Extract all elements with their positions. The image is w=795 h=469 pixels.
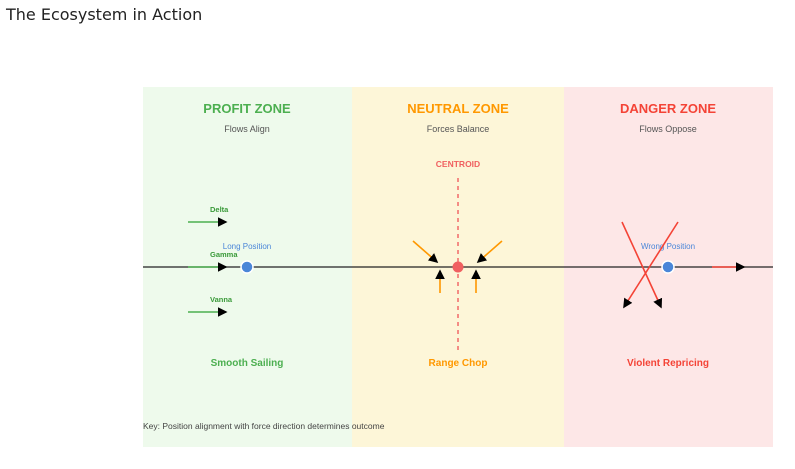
long-position-dot [240, 260, 254, 274]
danger-force-down-left [623, 221, 679, 309]
centroid-dot [452, 261, 464, 273]
centroid-label: CENTROID [436, 159, 480, 169]
profit-zone-subtitle: Flows Align [224, 124, 270, 134]
neutral-zone-subtitle: Forces Balance [427, 124, 490, 134]
key-text: Key: Position alignment with force direc… [143, 421, 385, 431]
profit-zone-title: PROFIT ZONE [203, 101, 291, 116]
neutral-force-upper-right [476, 240, 503, 264]
gamma-label: Gamma [210, 250, 238, 259]
vanna-label: Vanna [210, 295, 233, 304]
neutral-zone-title: NEUTRAL ZONE [407, 101, 509, 116]
delta-label: Delta [210, 205, 229, 214]
wrong-position-dot [661, 260, 675, 274]
danger-zone-subtitle: Flows Oppose [639, 124, 697, 134]
danger-outcome-label: Violent Repricing [627, 358, 709, 369]
long-position-label: Long Position [223, 242, 271, 251]
danger-zone-title: DANGER ZONE [620, 101, 716, 116]
danger-force-down-right [621, 221, 663, 309]
page-title: The Ecosystem in Action [6, 5, 203, 24]
neutral-outcome-label: Range Chop [429, 358, 488, 369]
profit-outcome-label: Smooth Sailing [211, 358, 284, 369]
neutral-force-upper-left [412, 240, 439, 264]
wrong-position-label: Wrong Position [641, 242, 695, 251]
